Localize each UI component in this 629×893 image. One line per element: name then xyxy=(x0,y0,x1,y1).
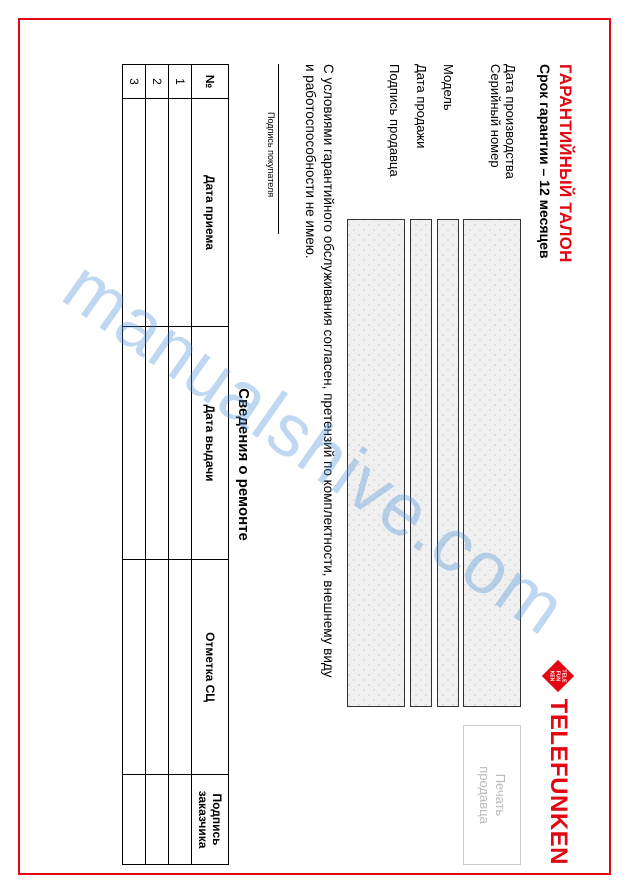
fields-block: Дата производства Серийный номер Печать … xyxy=(347,64,521,865)
row-num: 2 xyxy=(145,65,168,99)
cell xyxy=(168,99,191,327)
stamp-line2: продавца xyxy=(476,766,492,824)
cell xyxy=(122,775,145,865)
model-box xyxy=(437,219,459,707)
cell xyxy=(122,326,145,559)
production-serial-box xyxy=(463,219,521,707)
model-label: Модель xyxy=(437,64,459,219)
sale-date-box xyxy=(410,219,432,707)
col-sc-mark: Отметка СЦ xyxy=(191,560,228,775)
cell xyxy=(168,326,191,559)
seller-sign-box xyxy=(347,219,405,707)
stamp-spacer2 xyxy=(410,725,432,865)
field-model: Модель xyxy=(437,64,459,865)
logo-diamond-icon: TELE FUN KEN xyxy=(541,659,575,693)
repair-table: № Дата приема Дата выдачи Отметка СЦ Под… xyxy=(122,64,229,865)
svg-text:KEN: KEN xyxy=(548,670,554,681)
seller-sign-label: Подпись продавца xyxy=(347,64,405,219)
diamond-text: TELE xyxy=(560,669,566,683)
cell xyxy=(168,560,191,775)
document-content: ГАРАНТИЙНЫЙ ТАЛОН Срок гарантии – 12 мес… xyxy=(0,36,593,893)
cell xyxy=(145,775,168,865)
signature-line xyxy=(278,64,279,234)
signature-block: Подпись покупателя xyxy=(266,64,279,865)
col-date-out: Дата выдачи xyxy=(191,326,228,559)
table-row: 1 xyxy=(168,65,191,865)
cell xyxy=(122,560,145,775)
title-block: ГАРАНТИЙНЫЙ ТАЛОН Срок гарантии – 12 мес… xyxy=(537,64,575,263)
field-box-wrap: Печать продавца xyxy=(463,219,521,865)
table-header-row: № Дата приема Дата выдачи Отметка СЦ Под… xyxy=(191,65,228,865)
agreement-line1: С условиями гарантийного обслуживания со… xyxy=(321,64,336,678)
production-date-label: Дата производства xyxy=(503,64,518,219)
row-num: 3 xyxy=(122,65,145,99)
signature-label: Подпись покупателя xyxy=(266,112,276,865)
cell xyxy=(168,775,191,865)
field-seller-sign: Подпись продавца xyxy=(347,64,405,865)
svg-text:FUN: FUN xyxy=(554,670,560,681)
row-num: 1 xyxy=(168,65,191,99)
table-row: 2 xyxy=(145,65,168,865)
agreement-line2: и работоспособности не имею. xyxy=(303,64,318,259)
cell xyxy=(145,560,168,775)
warranty-title: ГАРАНТИЙНЫЙ ТАЛОН xyxy=(555,64,575,263)
cell xyxy=(122,99,145,327)
brand-name: TELEFUNKEN xyxy=(544,699,572,865)
field-sale-date: Дата продажи xyxy=(410,64,432,865)
cell xyxy=(145,99,168,327)
stamp-line1: Печать xyxy=(492,774,508,817)
seller-stamp-box: Печать продавца xyxy=(463,725,521,865)
stamp-spacer xyxy=(437,725,459,865)
col-date-in: Дата приема xyxy=(191,99,228,327)
field-production-serial: Дата производства Серийный номер Печать … xyxy=(463,64,521,865)
agreement-text: С условиями гарантийного обслуживания со… xyxy=(301,64,337,865)
production-serial-label: Дата производства Серийный номер xyxy=(463,64,521,219)
stamp-spacer3 xyxy=(347,725,405,865)
serial-label: Серийный номер xyxy=(488,64,503,219)
sale-date-label: Дата продажи xyxy=(410,64,432,219)
col-customer-sign: Подпись заказчика xyxy=(191,775,228,865)
brand-logo: TELE FUN KEN TELEFUNKEN xyxy=(541,659,575,865)
table-row: 3 xyxy=(122,65,145,865)
col-num: № xyxy=(191,65,228,99)
cell xyxy=(145,326,168,559)
warranty-subtitle: Срок гарантии – 12 месяцев xyxy=(537,64,553,263)
repair-title: Сведения о ремонте xyxy=(235,64,252,865)
header-row: ГАРАНТИЙНЫЙ ТАЛОН Срок гарантии – 12 мес… xyxy=(537,64,575,865)
